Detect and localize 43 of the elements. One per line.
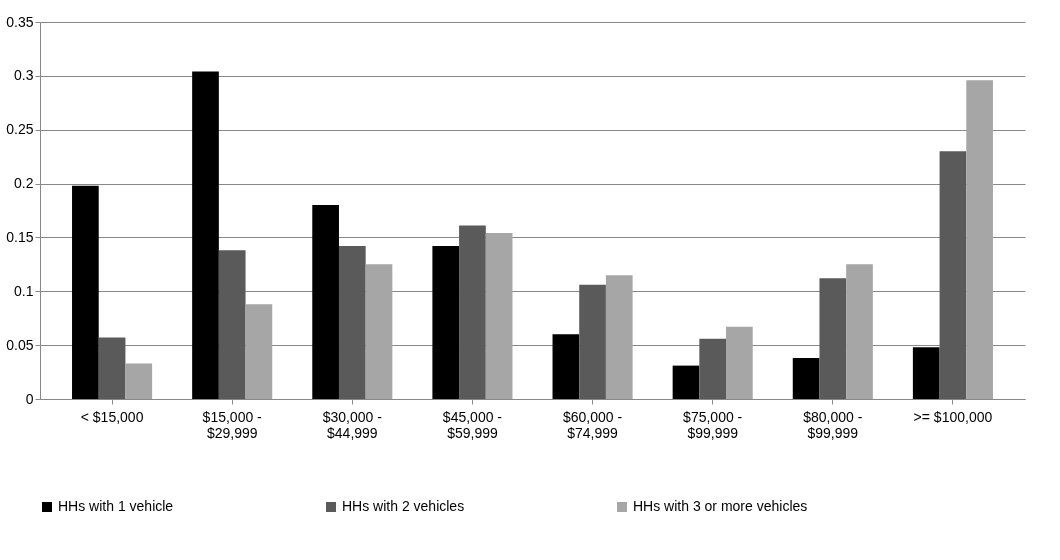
x-tick-label: $15,000 - $29,999 bbox=[202, 408, 263, 441]
x-tick-label: >= $100,000 bbox=[913, 408, 993, 425]
y-tick-label: 0.3 bbox=[14, 67, 34, 84]
y-tick-label: 0.2 bbox=[14, 175, 34, 192]
x-tick-label: $45,000 - $59,999 bbox=[442, 408, 503, 441]
bar bbox=[365, 264, 393, 399]
x-tick-label: $30,000 - $44,999 bbox=[322, 408, 383, 441]
y-tick-label: 0.35 bbox=[6, 13, 34, 30]
bar bbox=[939, 151, 967, 399]
y-tick-label: 0.15 bbox=[6, 228, 34, 245]
y-tick-label: 0.1 bbox=[14, 282, 34, 299]
bar bbox=[98, 337, 126, 399]
bar bbox=[846, 264, 873, 399]
bar bbox=[699, 338, 727, 399]
bar bbox=[218, 250, 246, 399]
bar bbox=[819, 278, 847, 399]
bar bbox=[966, 80, 993, 399]
bar bbox=[245, 304, 273, 399]
x-tick-label: $80,000 - $99,999 bbox=[803, 408, 863, 441]
y-tick-label: 0 bbox=[25, 390, 34, 407]
bar bbox=[338, 246, 366, 399]
bar bbox=[192, 71, 219, 399]
bar bbox=[72, 185, 99, 399]
bar bbox=[792, 358, 820, 399]
bar bbox=[579, 284, 606, 399]
bar bbox=[312, 205, 339, 399]
y-tick-label: 0.25 bbox=[6, 121, 34, 138]
legend-label: HHs with 1 vehicle bbox=[58, 498, 174, 514]
bar bbox=[672, 365, 700, 399]
bar bbox=[485, 233, 513, 399]
y-tick-label: 0.05 bbox=[6, 336, 34, 353]
legend-label: HHs with 2 vehicles bbox=[342, 498, 465, 514]
x-tick-label: $60,000 - $74,999 bbox=[562, 408, 623, 441]
bar bbox=[552, 334, 580, 399]
bar bbox=[459, 225, 486, 399]
x-tick-label: $75,000 - $99,999 bbox=[683, 408, 743, 441]
bar bbox=[605, 275, 633, 399]
bar bbox=[125, 363, 153, 399]
legend-label: HHs with 3 or more vehicles bbox=[633, 498, 808, 514]
bar bbox=[912, 347, 940, 399]
bar bbox=[432, 246, 460, 399]
x-tick-label: < $15,000 bbox=[80, 408, 144, 425]
bar bbox=[726, 326, 753, 399]
